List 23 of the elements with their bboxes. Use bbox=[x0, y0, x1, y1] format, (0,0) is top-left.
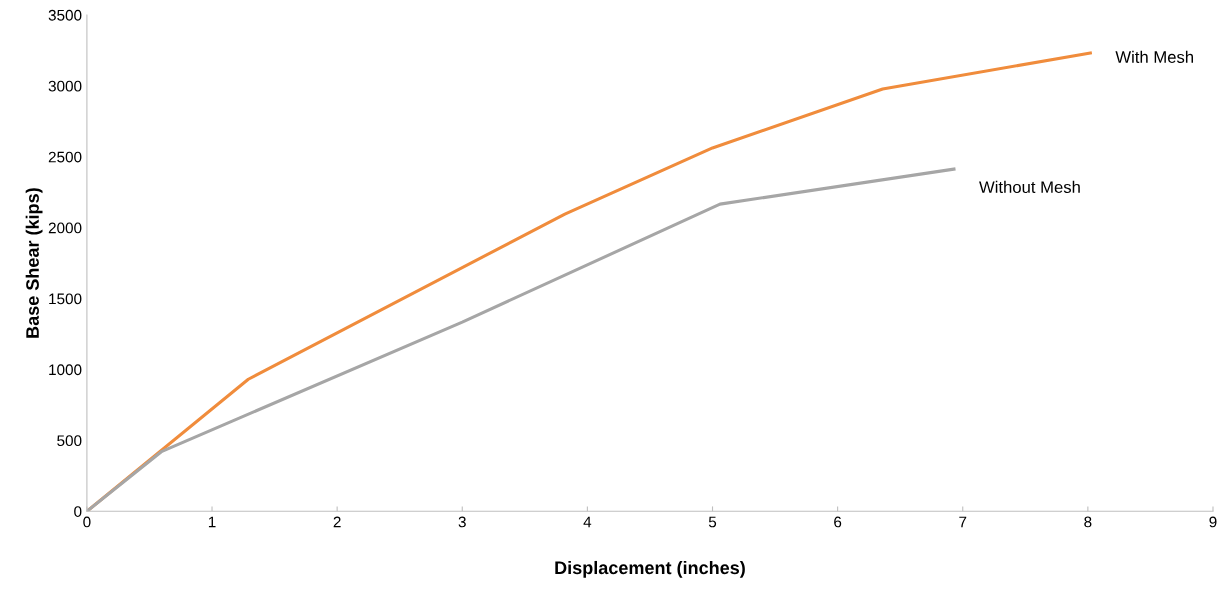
x-tick-label: 1 bbox=[208, 516, 216, 528]
y-tick-label: 0 bbox=[74, 506, 82, 517]
x-tick-label: 4 bbox=[583, 516, 592, 528]
x-tick-label: 2 bbox=[333, 516, 341, 528]
y-tick-label: 1000 bbox=[49, 364, 82, 376]
y-tick-label: 500 bbox=[57, 435, 82, 447]
x-tick-label: 6 bbox=[834, 516, 842, 528]
y-tick-label: 1500 bbox=[49, 293, 82, 305]
line-series bbox=[86, 167, 956, 512]
y-tick-label: 2000 bbox=[48, 222, 82, 234]
x-tick-label: 8 bbox=[1084, 516, 1092, 528]
x-tick-label: 5 bbox=[708, 516, 717, 528]
x-tick-label: 0 bbox=[83, 516, 91, 528]
series-label: Without Mesh bbox=[979, 180, 1080, 194]
y-tick-label: 3500 bbox=[48, 9, 82, 21]
x-tick-label: 9 bbox=[1209, 516, 1217, 528]
x-tick-label: 7 bbox=[959, 516, 967, 528]
series-label: With Mesh bbox=[1115, 50, 1193, 63]
y-tick-label: 3000 bbox=[48, 80, 82, 92]
x-tick-label: 3 bbox=[458, 516, 466, 528]
y-tick-label: 2500 bbox=[48, 151, 82, 163]
y-axis-title: Base Shear (kips) bbox=[25, 188, 43, 338]
x-axis-title: Displacement (inches) bbox=[555, 560, 745, 578]
